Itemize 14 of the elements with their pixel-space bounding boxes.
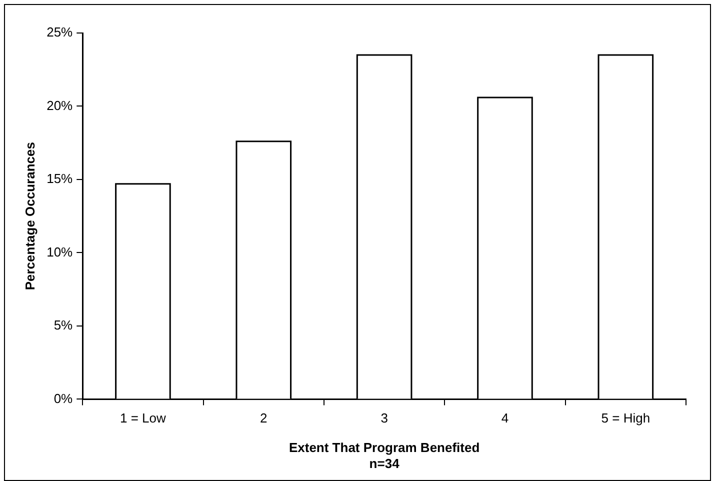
y-tick-label: 15% (46, 171, 74, 186)
y-tick-label: 10% (46, 244, 74, 260)
text: n=34 (369, 456, 400, 471)
x-tick-label: 2 (260, 410, 268, 426)
x-axis-title: Extent That Program Benefited (288, 440, 480, 456)
y-tick-label: 20% (46, 98, 74, 113)
x-tick-label: 1 = Low (120, 410, 167, 426)
y-tick-label: 25% (46, 24, 74, 40)
x-tick-label: 5 = High (601, 410, 650, 426)
y-tick-label: 0% (54, 390, 74, 406)
y-axis-title: Percentage Occurances (22, 142, 38, 290)
x-tick-label: 3 (380, 410, 388, 426)
y-tick-label: 5% (54, 318, 74, 333)
x-tick-label: 4 (501, 410, 509, 426)
